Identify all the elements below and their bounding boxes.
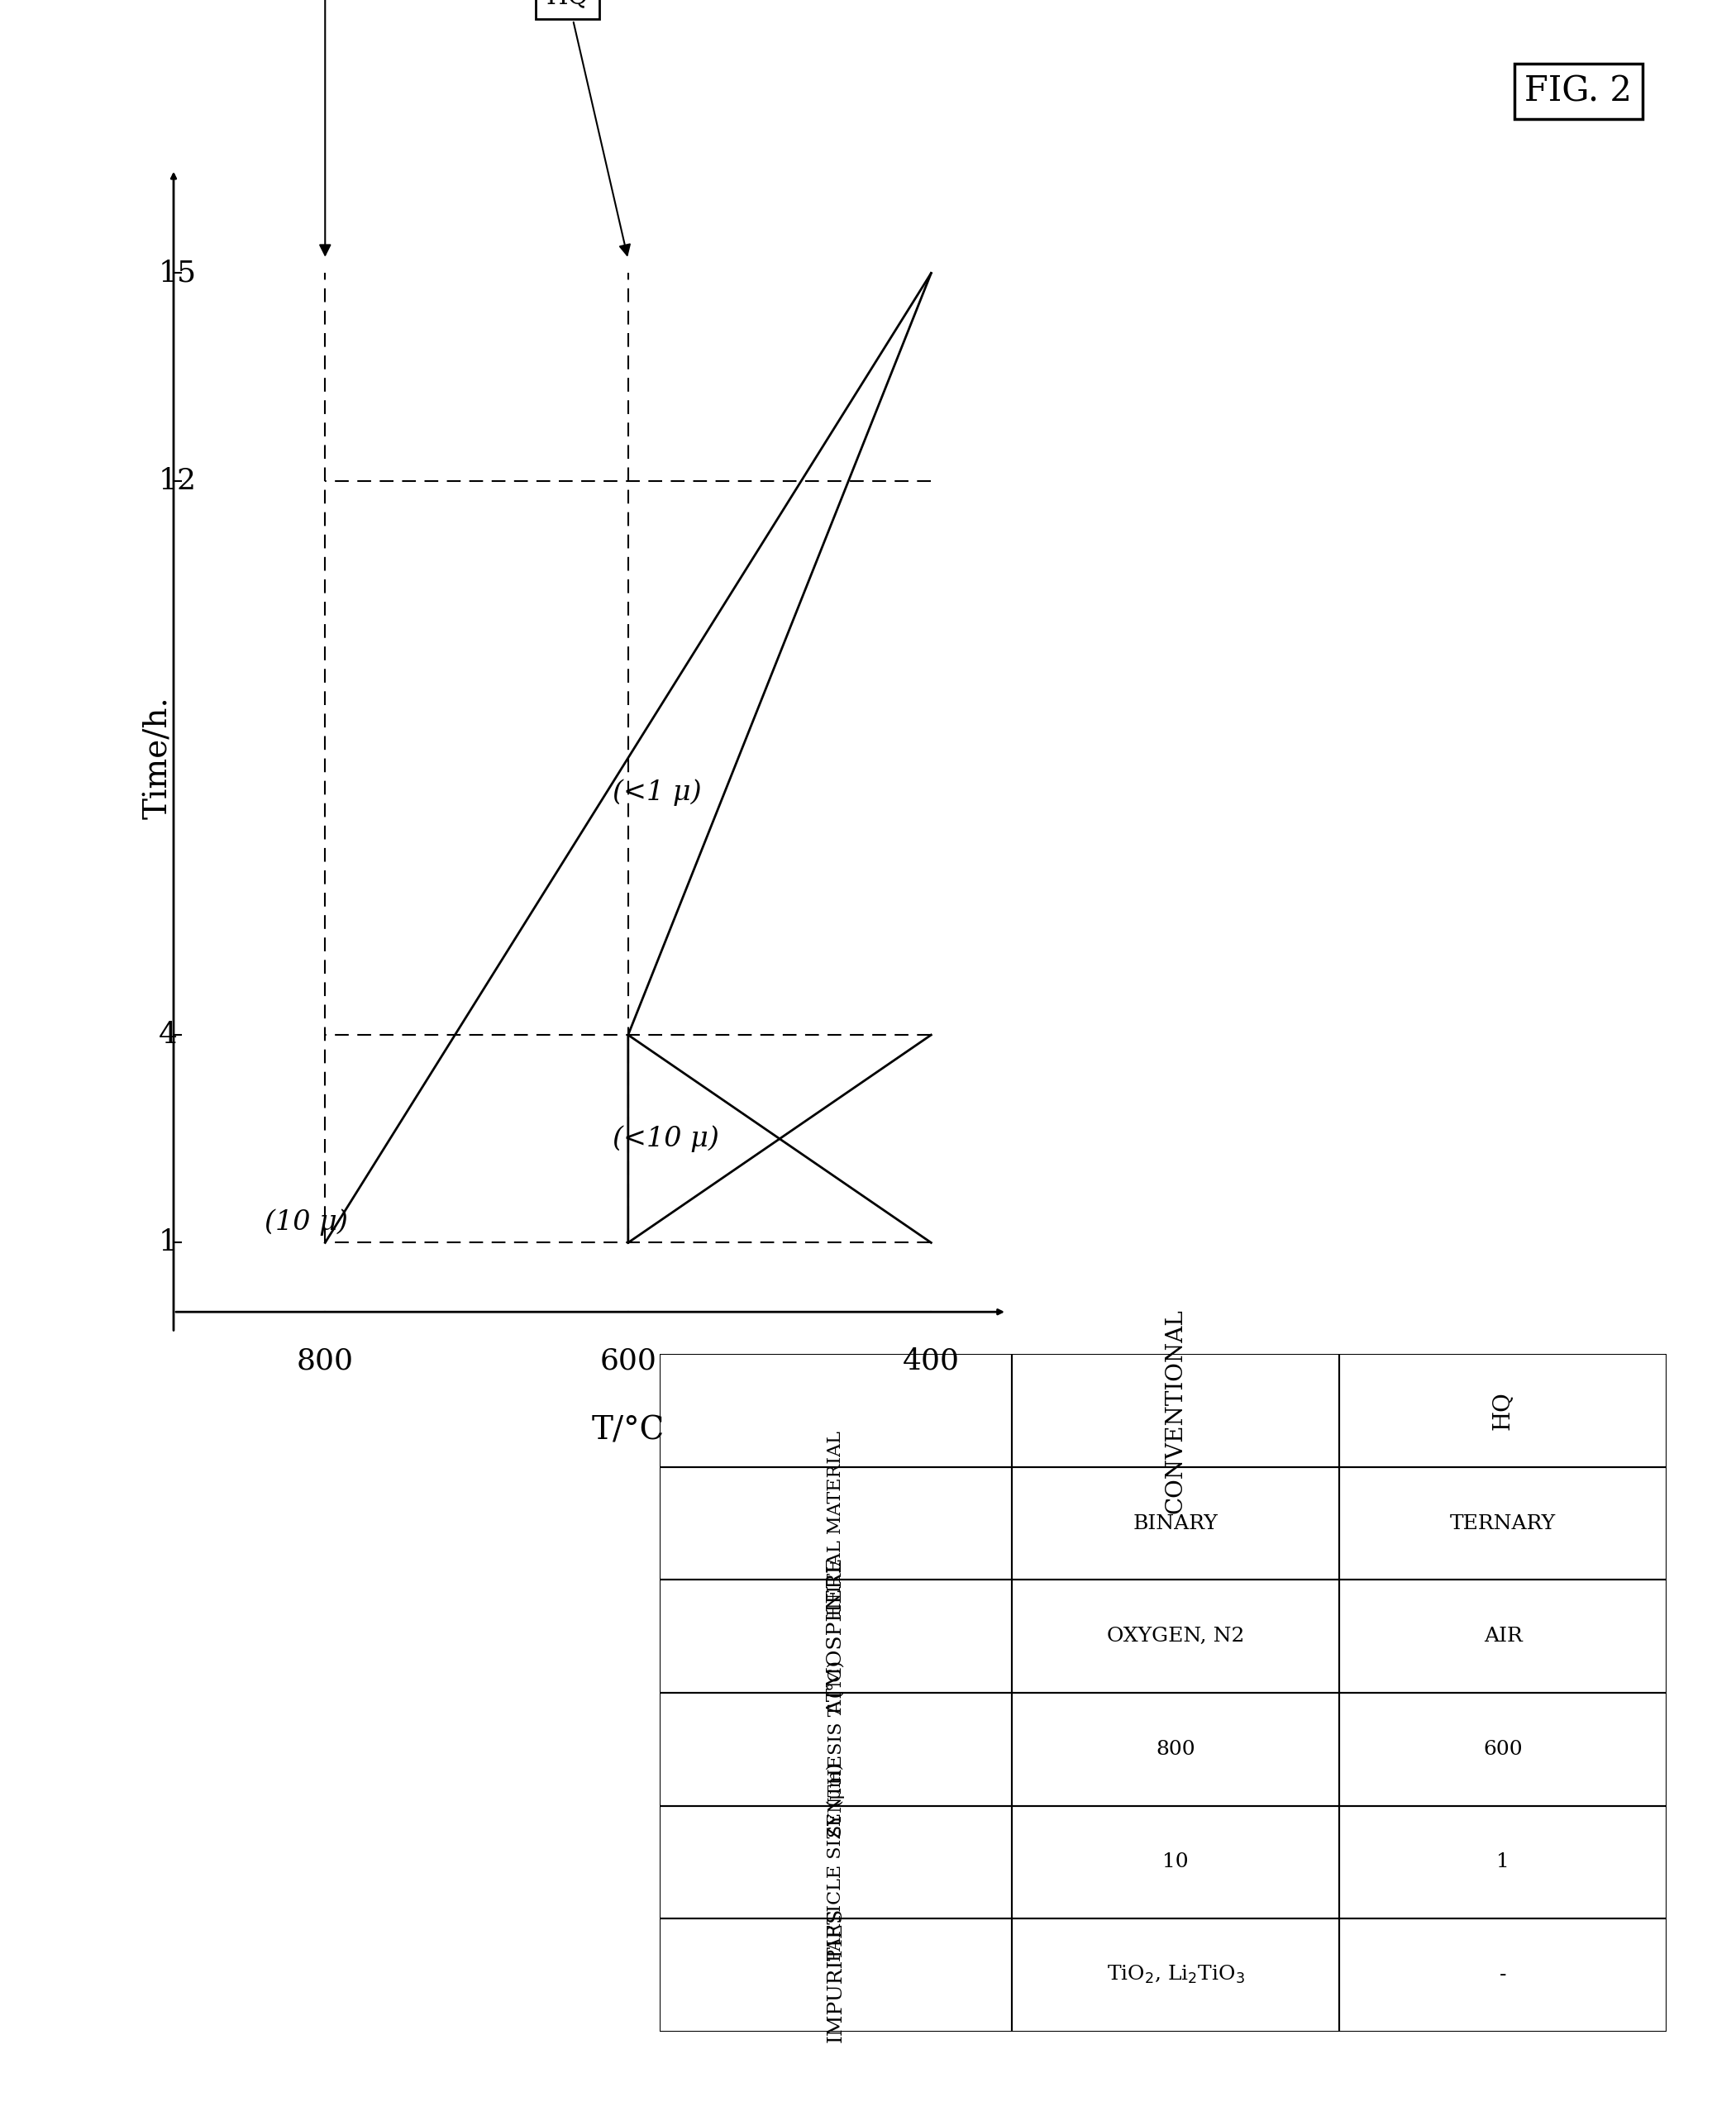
Text: 1: 1 bbox=[158, 1229, 177, 1257]
Text: HQ: HQ bbox=[1491, 1392, 1514, 1430]
Text: Time/h.: Time/h. bbox=[144, 696, 174, 819]
Text: INITIAL MATERIAL: INITIAL MATERIAL bbox=[826, 1430, 845, 1617]
Text: CONVENTIONAL: CONVENTIONAL bbox=[212, 0, 437, 256]
Text: TiO$_2$, Li$_2$TiO$_3$: TiO$_2$, Li$_2$TiO$_3$ bbox=[1106, 1964, 1245, 1985]
Text: TERNARY: TERNARY bbox=[1450, 1515, 1555, 1532]
Text: IMPURITIES: IMPURITIES bbox=[826, 1907, 845, 2042]
Text: (<1 μ): (<1 μ) bbox=[613, 779, 701, 806]
Text: FIG. 2: FIG. 2 bbox=[1524, 74, 1632, 108]
Text: (10 μ): (10 μ) bbox=[264, 1208, 347, 1236]
Text: CONVENTIONAL: CONVENTIONAL bbox=[1165, 1308, 1187, 1513]
Text: AIR: AIR bbox=[1484, 1627, 1522, 1646]
Text: 10: 10 bbox=[1163, 1854, 1189, 1871]
Text: BINARY: BINARY bbox=[1134, 1515, 1219, 1532]
Text: 12: 12 bbox=[158, 468, 196, 495]
Text: 800: 800 bbox=[297, 1346, 354, 1375]
Text: 1: 1 bbox=[1496, 1854, 1510, 1871]
Text: PARTICLE SIZE (μm): PARTICLE SIZE (μm) bbox=[826, 1763, 845, 1962]
Text: ATMOSPHERE: ATMOSPHERE bbox=[826, 1557, 845, 1716]
Text: 400: 400 bbox=[903, 1346, 960, 1375]
Text: 4: 4 bbox=[158, 1020, 177, 1050]
Text: 600: 600 bbox=[1483, 1739, 1522, 1758]
Text: 800: 800 bbox=[1156, 1739, 1196, 1758]
Text: 600: 600 bbox=[599, 1346, 656, 1375]
Text: T/°C: T/°C bbox=[592, 1416, 665, 1447]
Text: -: - bbox=[1500, 1966, 1507, 1985]
Text: SYNTHESIS T (°C): SYNTHESIS T (°C) bbox=[826, 1661, 845, 1837]
Text: 15: 15 bbox=[158, 258, 196, 288]
Text: (<10 μ): (<10 μ) bbox=[613, 1126, 719, 1153]
Text: OXYGEN, N2: OXYGEN, N2 bbox=[1108, 1627, 1245, 1646]
Text: HQ: HQ bbox=[547, 0, 630, 256]
